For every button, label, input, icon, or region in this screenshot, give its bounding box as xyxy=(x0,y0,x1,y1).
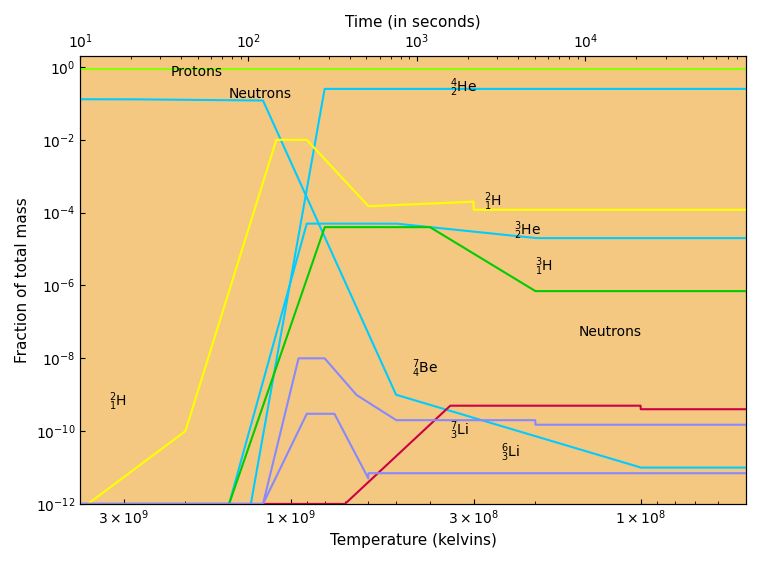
X-axis label: Time (in seconds): Time (in seconds) xyxy=(345,15,481,30)
Text: $^3_1$H: $^3_1$H xyxy=(535,256,553,278)
Y-axis label: Fraction of total mass: Fraction of total mass xyxy=(15,197,30,363)
Text: $^2_1$H: $^2_1$H xyxy=(484,191,502,213)
Text: $^7_3$Li: $^7_3$Li xyxy=(451,419,470,442)
Text: $^2_1$H: $^2_1$H xyxy=(110,390,127,413)
X-axis label: Temperature (kelvins): Temperature (kelvins) xyxy=(330,533,496,548)
Text: $^3_2$He: $^3_2$He xyxy=(514,219,541,242)
Text: $^7_4$Be: $^7_4$Be xyxy=(412,357,438,380)
Text: Neutrons: Neutrons xyxy=(229,87,292,101)
Text: Protons: Protons xyxy=(171,65,223,79)
Text: $^6_3$Li: $^6_3$Li xyxy=(501,441,521,463)
Text: Neutrons: Neutrons xyxy=(579,325,642,339)
Text: $^4_2$He: $^4_2$He xyxy=(451,77,477,100)
